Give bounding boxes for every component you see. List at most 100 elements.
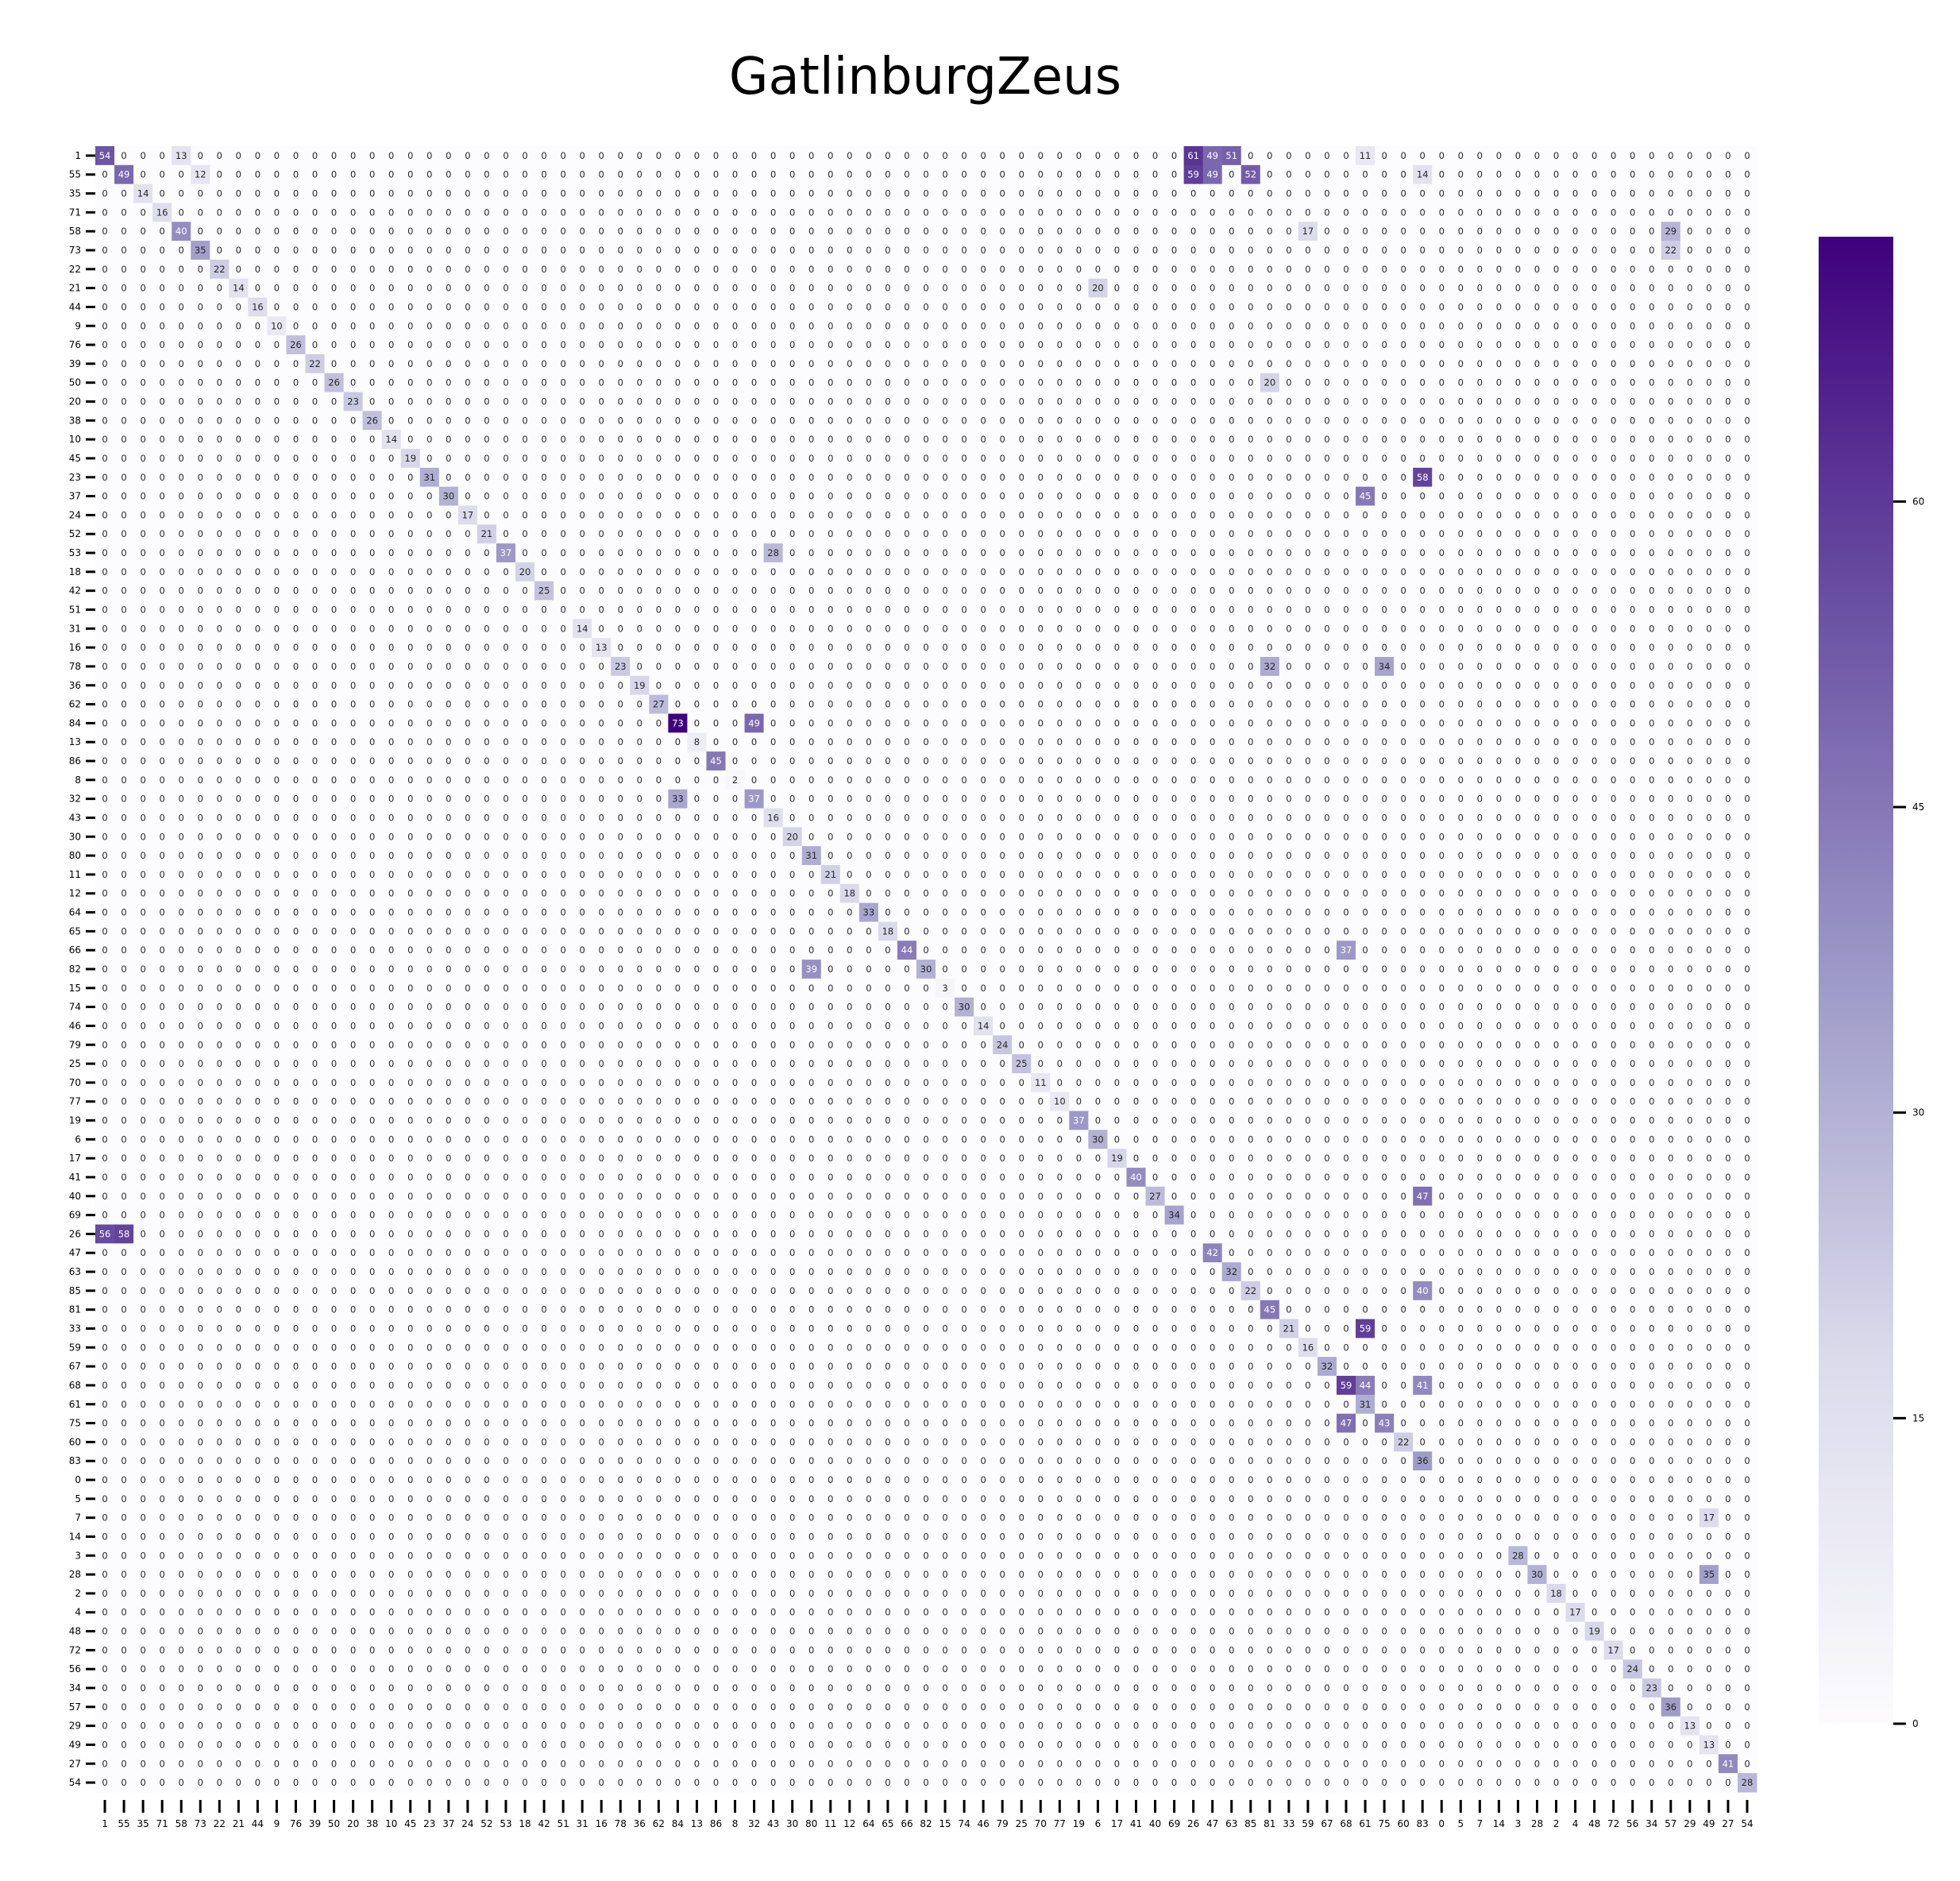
cell-value-label: 0 [541,547,546,558]
cell-value-label: 0 [388,585,394,597]
cell-value-label: 0 [1439,472,1445,483]
cell-value-label: 0 [1095,566,1101,577]
cell-value-label: 0 [1133,661,1139,672]
cell-value-label: 0 [618,509,623,520]
cell-value-label: 0 [198,528,203,539]
cell-value-label: 0 [1477,283,1483,294]
cell-value-label: 0 [866,301,871,312]
cell-value-label: 0 [770,226,776,237]
cell-value-label: 0 [407,623,413,634]
cell-value-label: 0 [236,264,241,275]
cell-value-label: 0 [1439,434,1445,445]
cell-value-label: 0 [1687,188,1692,199]
cell-value-label: 0 [484,623,489,634]
cell-value-label: 0 [1668,604,1673,615]
cell-value-label: 0 [1171,528,1177,539]
cell-value-label: 0 [293,264,299,275]
cell-value-label: 0 [1744,150,1750,161]
cell-value-label: 0 [675,358,681,369]
cell-value-label: 0 [618,301,623,312]
cell-value-label: 0 [1038,396,1044,407]
cell-value-label: 0 [980,245,986,256]
cell-value-label: 0 [1210,547,1215,558]
cell-value-label: 0 [1019,604,1024,615]
cell-value-label: 0 [388,415,394,426]
cell-value-label: 0 [1611,245,1616,256]
cell-value-label: 0 [179,320,184,331]
cell-value-label: 0 [331,188,337,199]
cell-value-label: 0 [426,509,432,520]
cell-value-label: 0 [885,472,890,483]
cell-value-label: 0 [599,264,604,275]
cell-value-label: 0 [1706,415,1711,426]
cell-value-label: 0 [942,283,947,294]
cell-value-label: 0 [331,150,337,161]
cell-value-label: 0 [847,642,852,653]
cell-value-label: 0 [732,509,738,520]
cell-value-label: 0 [1114,226,1120,237]
cell-value-label: 0 [808,245,814,256]
cell-value-label: 0 [140,547,145,558]
cell-value-label: 0 [618,264,623,275]
cell-value-label: 0 [1439,207,1445,218]
cell-value-label: 0 [236,680,241,691]
cell-value-label: 0 [293,396,299,407]
cell-value-label: 0 [1114,434,1120,445]
cell-value-label: 30 [443,491,455,502]
cell-value-label: 0 [1458,396,1464,407]
cell-value-label: 0 [1324,396,1329,407]
cell-value-label: 0 [1534,528,1540,539]
cell-value-label: 0 [179,509,184,520]
cell-value-label: 0 [1553,453,1559,464]
cell-value-label: 0 [961,566,966,577]
heatmap-cell [95,146,115,166]
cell-value-label: 0 [751,358,757,369]
cell-value-label: 0 [560,377,565,388]
cell-value-label: 0 [1458,623,1464,634]
cell-value-label: 0 [1038,680,1044,691]
cell-value-label: 0 [1725,264,1730,275]
cell-value-label: 0 [293,604,299,615]
cell-value-label: 0 [312,491,318,502]
cell-value-label: 0 [694,245,700,256]
cell-value-label: 0 [1267,358,1272,369]
cell-value-label: 0 [1019,491,1024,502]
cell-value-label: 0 [236,623,241,634]
cell-value-label: 0 [159,528,164,539]
cell-value-label: 0 [198,642,203,653]
cell-value-label: 0 [236,547,241,558]
cell-value-label: 0 [637,396,642,407]
cell-value-label: 0 [560,434,565,445]
cell-value-label: 0 [1611,434,1616,445]
cell-value-label: 0 [1611,661,1616,672]
cell-value-label: 0 [274,207,280,218]
cell-value-label: 0 [580,264,585,275]
cell-value-label: 0 [808,566,814,577]
heatmap-cell [744,146,765,166]
cell-value-label: 0 [407,509,413,520]
cell-value-label: 0 [236,245,241,256]
cell-value-label: 0 [1210,377,1215,388]
cell-value-label: 0 [1248,339,1253,350]
cell-value-label: 0 [274,264,280,275]
cell-value-label: 0 [942,264,947,275]
cell-value-label: 0 [1152,358,1158,369]
cell-value-label: 0 [866,188,871,199]
cell-value-label: 0 [1076,453,1082,464]
cell-value-label: 0 [866,396,871,407]
cell-value-label: 0 [503,226,508,237]
cell-value-label: 0 [1592,566,1597,577]
cell-value-label: 0 [904,528,909,539]
cell-value-label: 0 [904,339,909,350]
cell-value-label: 0 [675,415,681,426]
cell-value-label: 0 [1343,320,1348,331]
cell-value-label: 0 [694,283,700,294]
heatmap-cell [400,146,421,166]
cell-value-label: 0 [1229,509,1234,520]
cell-value-label: 0 [255,547,260,558]
cell-value-label: 0 [331,642,337,653]
heatmap-cell [1050,146,1070,166]
cell-value-label: 0 [503,207,508,218]
cell-value-label: 0 [1572,453,1578,464]
cell-value-label: 0 [923,434,928,445]
